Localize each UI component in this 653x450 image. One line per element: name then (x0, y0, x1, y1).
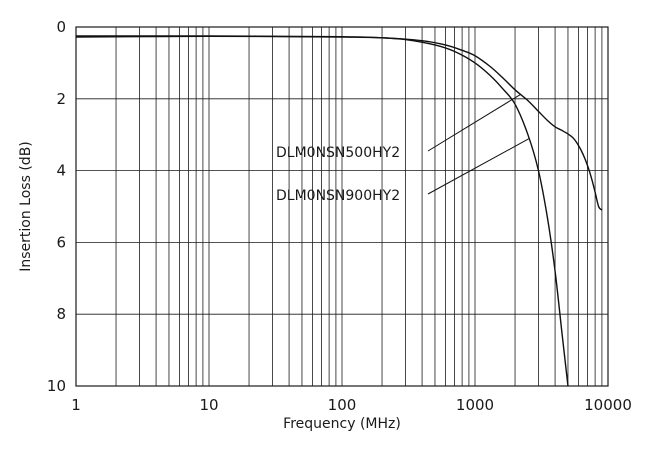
series-annotations: DLM0NSN500HY2 DLM0NSN900HY2 (276, 93, 530, 204)
plot-frame (75, 26, 609, 387)
y-tick-label: 6 (56, 233, 66, 251)
x-tick-label: 10000 (584, 396, 632, 414)
series-line-2 (75, 35, 569, 387)
x-axis-label: Frequency (MHz) (283, 416, 401, 432)
x-tick-label: 100 (328, 396, 357, 414)
grid (76, 27, 608, 386)
annotation-leader-line (427, 93, 521, 152)
y-tick-label: 10 (47, 377, 66, 395)
annotation-leader-line (427, 138, 530, 195)
y-tick-label: 8 (56, 305, 66, 323)
tick-labels: 1 10 100 1000 10000 0 2 4 6 8 10 (47, 18, 632, 414)
y-tick-label: 4 (56, 162, 66, 180)
series-curves (75, 35, 603, 387)
x-tick-label: 1000 (456, 396, 494, 414)
x-tick-label: 1 (71, 396, 81, 414)
y-tick-label: 2 (56, 90, 66, 108)
series-annotation-label: DLM0NSN900HY2 (276, 188, 400, 204)
x-tick-label: 10 (199, 396, 218, 414)
y-tick-label: 0 (56, 18, 66, 36)
y-axis-label: Insertion Loss (dB) (18, 141, 34, 272)
series-annotation-label: DLM0NSN500HY2 (276, 145, 400, 161)
